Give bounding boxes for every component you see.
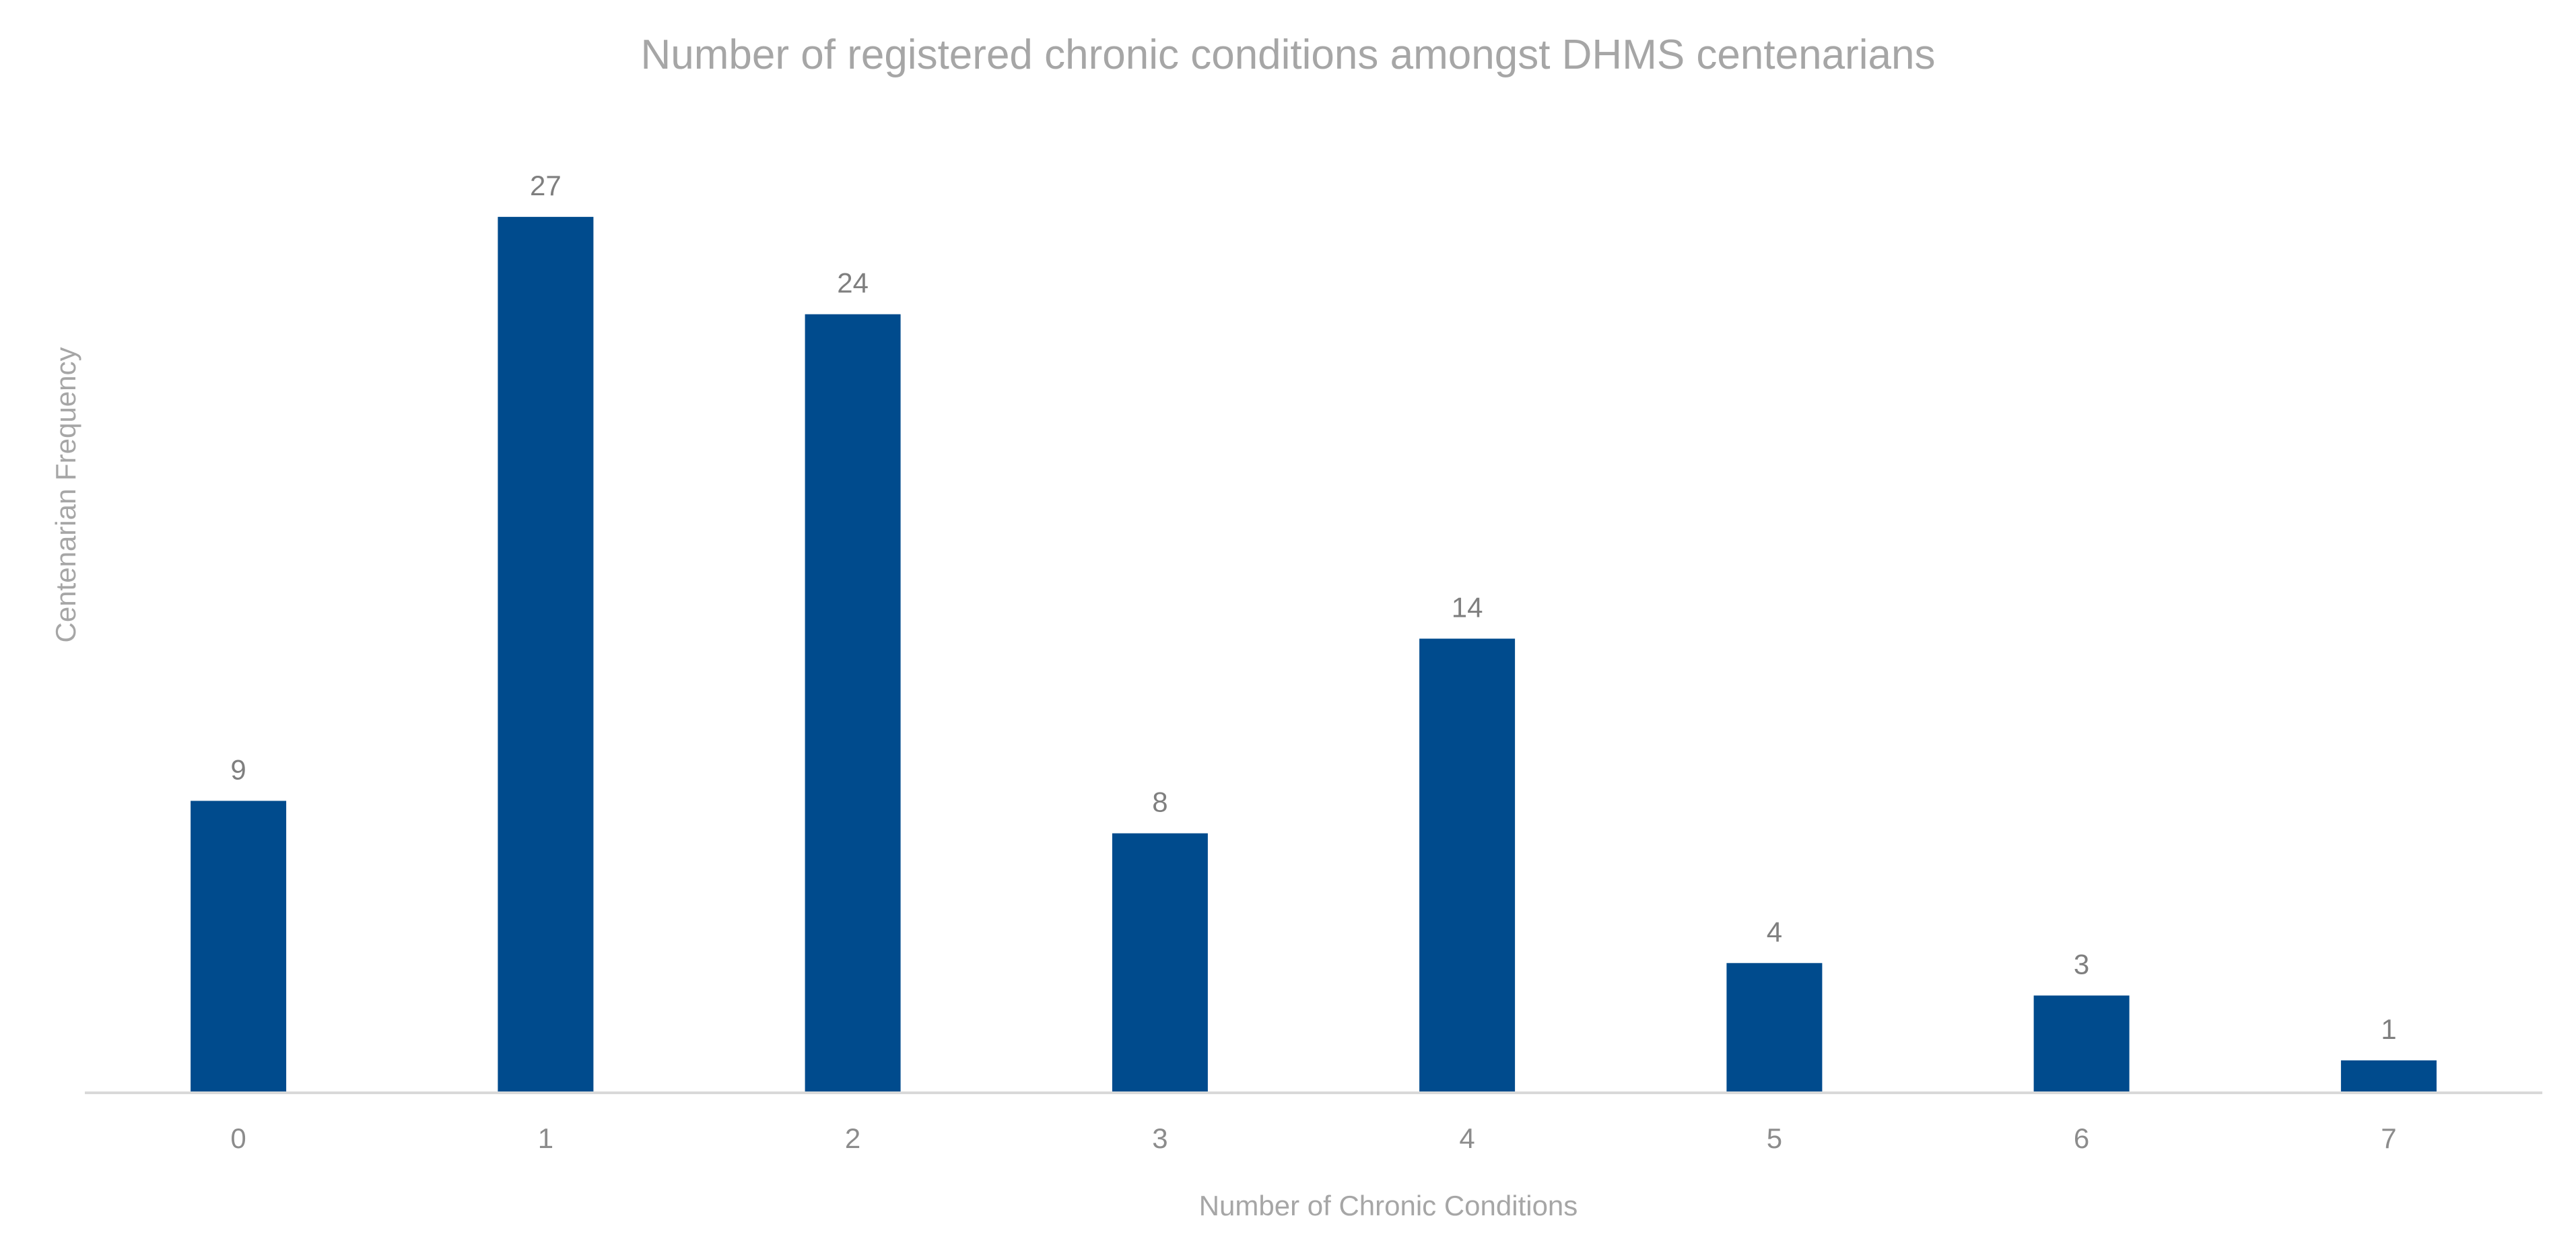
- x-tick-label-6: 6: [2074, 1122, 2089, 1154]
- bars-layer: [191, 217, 2437, 1093]
- x-axis-title: Number of Chronic Conditions: [1199, 1190, 1578, 1221]
- bar-1: [498, 217, 594, 1093]
- x-tick-label-4: 4: [1459, 1122, 1475, 1154]
- data-label-7: 1: [2381, 1013, 2396, 1045]
- x-tick-label-0: 0: [230, 1122, 246, 1154]
- data-label-3: 8: [1152, 786, 1167, 818]
- data-labels-layer: 9 27 24 8 14 4 3 1: [230, 170, 2396, 1045]
- data-label-5: 4: [1767, 916, 1782, 947]
- y-axis-title: Centenarian Frequency: [50, 347, 81, 643]
- x-tick-label-5: 5: [1767, 1122, 1782, 1154]
- x-tick-labels-layer: 0 1 2 3 4 5 6 7: [230, 1122, 2396, 1154]
- bar-0: [191, 801, 287, 1093]
- data-label-2: 24: [837, 267, 869, 299]
- chart-title: Number of registered chronic conditions …: [641, 32, 1936, 78]
- data-label-0: 9: [230, 753, 246, 785]
- bar-4: [1419, 638, 1516, 1093]
- bar-3: [1112, 833, 1208, 1093]
- bar-7: [2340, 1060, 2437, 1093]
- x-tick-label-2: 2: [845, 1122, 860, 1154]
- bar-2: [805, 314, 901, 1093]
- data-label-4: 14: [1452, 592, 1483, 624]
- x-tick-label-1: 1: [538, 1122, 553, 1154]
- data-label-6: 3: [2074, 949, 2089, 980]
- bar-5: [1726, 963, 1823, 1093]
- x-tick-label-3: 3: [1152, 1122, 1167, 1154]
- x-tick-label-7: 7: [2381, 1122, 2396, 1154]
- bar-6: [2033, 995, 2130, 1093]
- data-label-1: 27: [530, 170, 562, 201]
